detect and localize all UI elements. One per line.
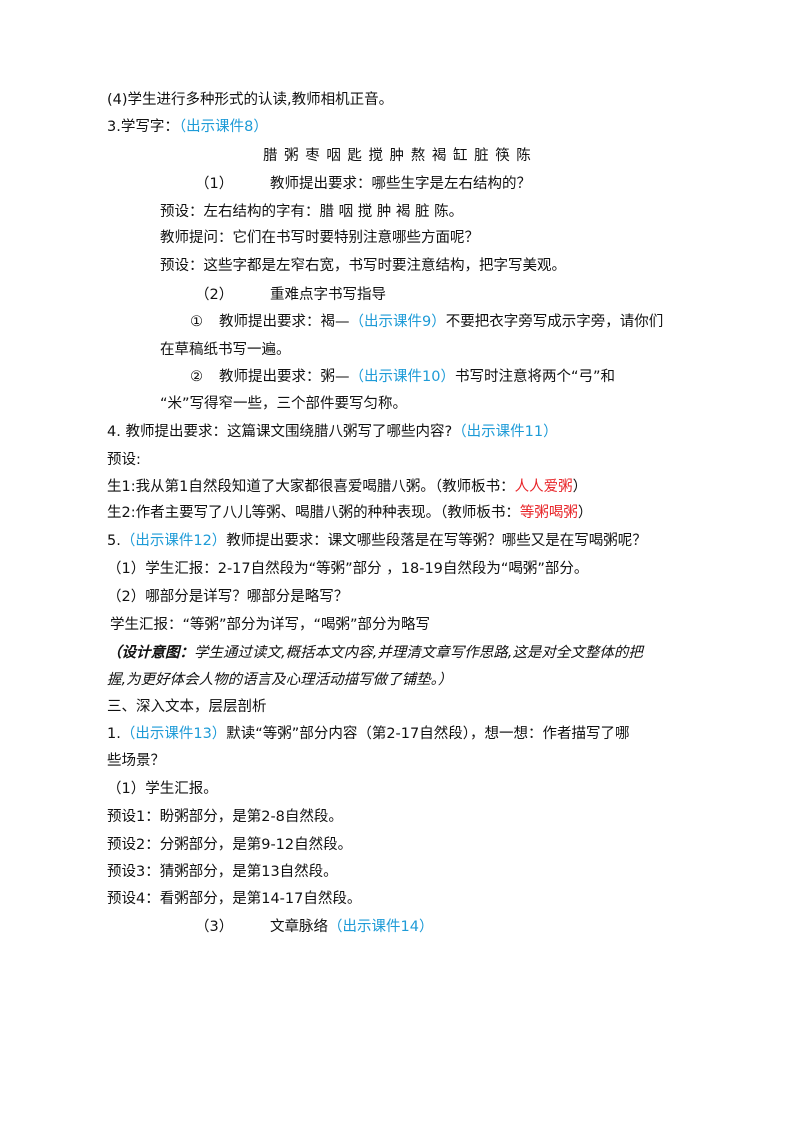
text-line: 教师提问：它们在书写时要特别注意哪些方面呢？ [160, 228, 479, 248]
text: 生1:我从第1自然段知道了大家都很喜爱喝腊八粥。（教师板书： [107, 479, 515, 495]
text: “米”写得窄一些，三个部件要写匀称。 [160, 396, 408, 412]
text-line: 预设3：猜粥部分，是第13自然段。 [107, 862, 338, 882]
text-line: 4. 教师提出要求：这篇课文围绕腊八粥写了哪些内容?（出示课件11） [107, 422, 558, 442]
text: （3） [195, 919, 234, 935]
text: 书写时注意将两个“弓”和 [454, 369, 615, 385]
text-line: 预设：左右结构的字有：腊 咽 搅 肿 褐 脏 陈。 [160, 202, 463, 222]
text-line: 预设1：盼粥部分，是第2-8自然段。 [107, 807, 343, 827]
text-line: （2） [195, 285, 233, 305]
text: ② [190, 369, 203, 385]
text: 3.学写字： [107, 119, 179, 135]
text: 4. 教师提出要求：这篇课文围绕腊八粥写了哪些内容? [107, 424, 453, 440]
text: 学生汇报：“等粥”部分为详写，“喝粥”部分为略写 [110, 617, 431, 633]
text-line: ① 教师提出要求：褐—（出示课件9）不要把衣字旁写成示字旁，请你们 [190, 312, 663, 332]
text: （2）哪部分是详写？哪部分是略写？ [107, 589, 349, 605]
courseware-ref: （出示课件9） [349, 314, 446, 330]
courseware-ref: （出示课件13） [120, 726, 227, 742]
text: 教师提出要求：哪些生字是左右结构的？ [270, 176, 531, 192]
courseware-ref: （出示课件8） [178, 119, 268, 135]
text: 预设2：分粥部分，是第9-12自然段。 [107, 837, 353, 853]
text: 生2:作者主要写了八儿等粥、喝腊八粥的种种表现。（教师板书： [107, 505, 520, 521]
text: 些场景？ [107, 753, 165, 769]
text-line: 预设：这些字都是左窄右宽，书写时要注意结构，把字写美观。 [160, 256, 566, 276]
courseware-ref: （出示课件11） [452, 424, 558, 440]
text: 1. [107, 726, 121, 742]
text: 教师提出要求：粥— [219, 369, 350, 385]
text-line: “米”写得窄一些，三个部件要写匀称。 [160, 394, 407, 414]
text: （1）学生汇报。 [107, 781, 218, 797]
text-line: 1.（出示课件13）默读“等粥”部分内容（第2-17自然段），想一想：作者描写了… [107, 724, 629, 744]
text: 腊 粥 枣 咽 匙 搅 肿 熬 褐 缸 脏 筷 陈 [263, 148, 531, 164]
board-note: 人人爱粥 [514, 479, 573, 495]
text: （1）学生汇报：2-17自然段为“等粥”部分 ，18-19自然段为“喝粥”部分。 [107, 561, 589, 577]
text: 三、深入文本，层层剖析 [107, 699, 267, 715]
text-line: 生1:我从第1自然段知道了大家都很喜爱喝腊八粥。（教师板书：人人爱粥） [107, 477, 587, 497]
text-line: （1）学生汇报。 [107, 779, 218, 799]
text-line: （3） [195, 917, 233, 937]
text: 不要把衣字旁写成示字旁，请你们 [445, 314, 664, 330]
text: 预设3：猜粥部分，是第13自然段。 [107, 864, 338, 880]
text: 预设: [107, 452, 141, 468]
text-line: 预设4：看粥部分，是第14-17自然段。 [107, 889, 361, 909]
text: 教师提出要求：课文哪些段落是在写等粥？哪些又是在写喝粥呢？ [226, 533, 647, 549]
text-line: 三、深入文本，层层剖析 [107, 697, 267, 717]
text-line: 腊 粥 枣 咽 匙 搅 肿 熬 褐 缸 脏 筷 陈 [263, 146, 531, 166]
text-line: 学生汇报：“等粥”部分为详写，“喝粥”部分为略写 [110, 615, 430, 635]
text-line: 些场景？ [107, 751, 165, 771]
text-line: 预设: [107, 450, 141, 470]
text-line: 5.（出示课件12）教师提出要求：课文哪些段落是在写等粥？哪些又是在写喝粥呢？ [107, 531, 647, 551]
design-label: （设计意图： [107, 645, 194, 661]
text: ） [577, 505, 593, 521]
text-line: （1） [195, 174, 233, 194]
text-line: 重难点字书写指导 [270, 285, 386, 305]
text: 5. [107, 533, 121, 549]
text: ） [572, 479, 588, 495]
text: 预设：这些字都是左窄右宽，书写时要注意结构，把字写美观。 [160, 258, 566, 274]
text: 握,为更好体会人物的语言及心理活动描写做了铺垫。） [107, 672, 453, 688]
text-line: 文章脉络（出示课件14） [270, 917, 433, 937]
text: 预设4：看粥部分，是第14-17自然段。 [107, 891, 362, 907]
text-line: （1）学生汇报：2-17自然段为“等粥”部分 ，18-19自然段为“喝粥”部分。 [107, 559, 588, 579]
text: 学生通过读文,概括本文内容,并理清文章写作思路,这是对全文整体的把 [194, 645, 643, 661]
text: （2） [195, 287, 234, 303]
text: 教师提问：它们在书写时要特别注意哪些方面呢？ [160, 230, 479, 246]
text: 预设1：盼粥部分，是第2-8自然段。 [107, 809, 343, 825]
text: （1） [195, 176, 234, 192]
text-line: （2）哪部分是详写？哪部分是略写？ [107, 587, 348, 607]
text-line: （设计意图：学生通过读文,概括本文内容,并理清文章写作思路,这是对全文整体的把 [107, 643, 643, 663]
text: 教师提出要求：褐— [219, 314, 350, 330]
courseware-ref: （出示课件10） [349, 369, 455, 385]
text: 默读“等粥”部分内容（第2-17自然段），想一想：作者描写了哪 [226, 726, 630, 742]
text-line: (4)学生进行多种形式的认读,教师相机正音。 [107, 90, 393, 110]
text: (4)学生进行多种形式的认读,教师相机正音。 [107, 92, 394, 108]
text-line: 握,为更好体会人物的语言及心理活动描写做了铺垫。） [107, 670, 452, 690]
courseware-ref: （出示课件14） [328, 919, 434, 935]
courseware-ref: （出示课件12） [120, 533, 227, 549]
text: 预设：左右结构的字有：腊 咽 搅 肿 褐 脏 陈。 [160, 204, 464, 220]
text: 重难点字书写指导 [270, 287, 386, 303]
text-line: 在草稿纸书写一遍。 [160, 340, 291, 360]
board-note: 等粥喝粥 [519, 505, 578, 521]
text: 在草稿纸书写一遍。 [160, 342, 291, 358]
text-line: 教师提出要求：哪些生字是左右结构的？ [270, 174, 531, 194]
text-line: ② 教师提出要求：粥—（出示课件10）书写时注意将两个“弓”和 [190, 367, 615, 387]
text-line: 3.学写字：（出示课件8） [107, 117, 268, 137]
text-line: 预设2：分粥部分，是第9-12自然段。 [107, 835, 352, 855]
text-line: 生2:作者主要写了八儿等粥、喝腊八粥的种种表现。（教师板书：等粥喝粥） [107, 503, 592, 523]
text: 文章脉络 [270, 919, 328, 935]
text: ① [190, 314, 203, 330]
